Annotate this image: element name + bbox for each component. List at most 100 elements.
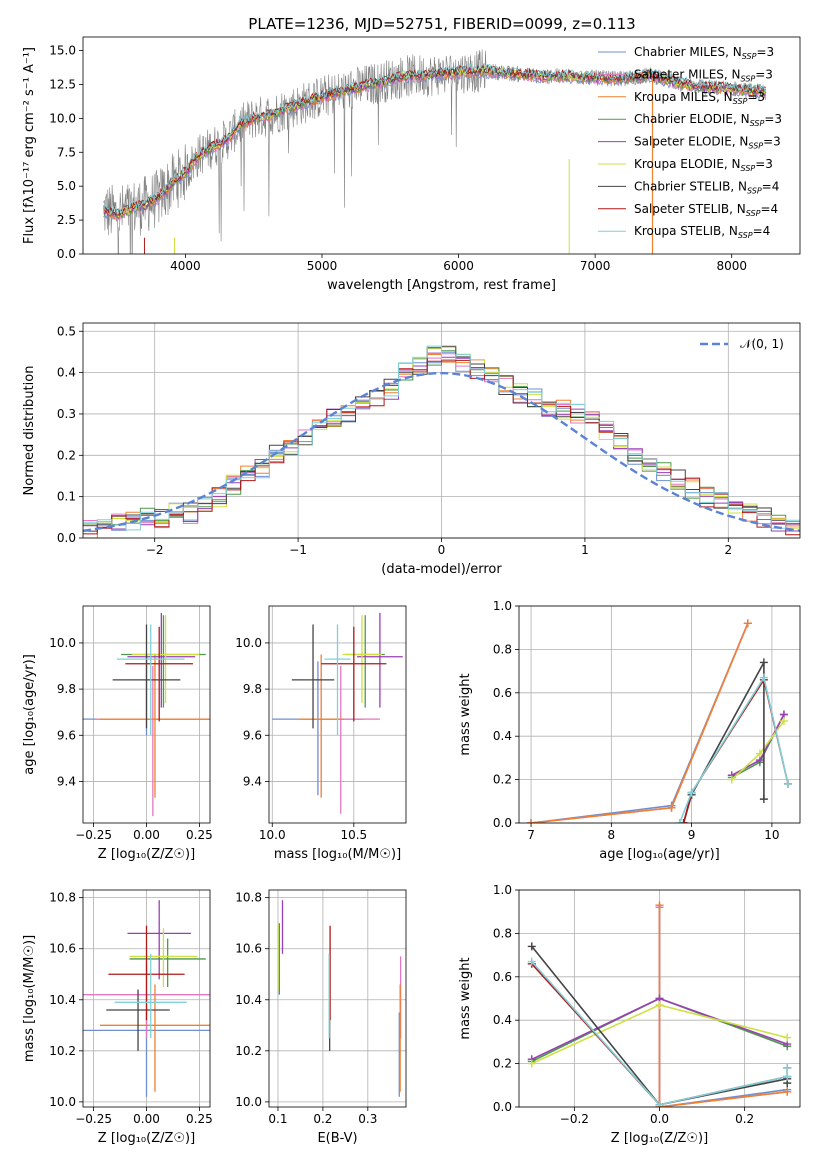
y-axis-label: mass [log₁₀(M/M☉)]: [22, 935, 37, 1062]
normal-curve: [83, 371, 800, 532]
weight-marker: [783, 1072, 792, 1081]
axes-frame: [82, 605, 211, 824]
weight-marker: [783, 1087, 792, 1096]
x-tick-label: 0.25: [186, 828, 213, 842]
x-tick-label: 0.00: [133, 828, 160, 842]
panel-weight_vs_age: 7 8 9 10 0.0 0.2 0.4 0.6 0.8 1.0 age [log₁₀(age/yr…: [458, 599, 801, 862]
weight-marker: [655, 1100, 664, 1107]
panel-weight_vs_Z: −0.2 0.0 0.2 0.0 0.2 0.4 0.6 0.8 1.0 Z [log₁₀(Z/Z…: [458, 883, 801, 1146]
legend-text: Kroupa ELODIE, N: [634, 157, 741, 171]
y-tick-label: 10.8: [49, 891, 76, 905]
x-tick-label: 7: [527, 828, 535, 842]
x-tick-label: 0.1: [268, 1112, 287, 1126]
data-residuals: [83, 345, 800, 538]
legend-tail: =4: [762, 179, 780, 193]
y-tick-label: 0.4: [493, 729, 512, 743]
y-tick-label: 10.0: [49, 111, 76, 125]
x-tick-label: −0.2: [560, 1112, 589, 1126]
x-tick-label: 0: [438, 543, 446, 557]
y-tick-label: 0.0: [57, 247, 76, 261]
weight-marker: [655, 1001, 664, 1010]
legend-sub: SSP: [750, 119, 765, 128]
y-tick-label: 0.4: [57, 366, 76, 380]
legend-sub: SSP: [741, 74, 756, 83]
x-tick-label: 0.2: [735, 1112, 754, 1126]
x-axis-label: age [log₁₀(age/yr)]: [599, 847, 720, 862]
axes-mass_vs_EBV: 0.1 0.2 0.3 10.0 10.2 10.4 10.6 10.8 E(B-V): [235, 889, 407, 1146]
weight-marker: [759, 673, 768, 682]
y-tick-label: 7.5: [57, 145, 76, 159]
x-tick-label: 10.5: [340, 828, 367, 842]
y-tick-label: 12.5: [49, 77, 76, 91]
y-tick-label: 9.4: [243, 774, 262, 788]
weight-marker: [727, 775, 736, 784]
x-tick-label: 5000: [307, 259, 338, 273]
legend-entry: Kroupa MILES, NSSP=3: [634, 90, 765, 106]
x-tick-label: 0.3: [358, 1112, 377, 1126]
x-tick-label: 4000: [170, 259, 201, 273]
y-tick-label: 10.2: [235, 1044, 262, 1058]
axes-weight_vs_age: 7 8 9 10 0.0 0.2 0.4 0.6 0.8 1.0 age [log₁₀(age/yr…: [458, 599, 801, 862]
axes-frame: [82, 889, 211, 1108]
data-mass_vs_Z: [83, 900, 210, 1097]
weight-marker: [687, 788, 696, 797]
x-tick-label: −1: [289, 543, 307, 557]
y-tick-label: 0.3: [57, 407, 76, 421]
weight-marker: [759, 658, 768, 667]
y-tick-label: 0.0: [57, 531, 76, 545]
y-tick-label: 0.5: [57, 324, 76, 338]
y-tick-label: 0.2: [493, 773, 512, 787]
legend-entry: Kroupa STELIB, NSSP=4: [634, 224, 770, 240]
weight-marker: [527, 819, 536, 823]
weight-marker: [759, 795, 768, 804]
weight-marker: [527, 942, 536, 951]
legend-text: Kroupa STELIB, N: [634, 224, 738, 238]
legend-tail: =4: [753, 224, 771, 238]
y-tick-label: 0.0: [493, 816, 512, 830]
x-tick-label: 10.0: [259, 828, 286, 842]
x-axis-label: mass [log₁₀(M/M☉)]: [274, 847, 401, 862]
y-tick-label: 0.2: [493, 1057, 512, 1071]
x-tick-label: 9: [688, 828, 696, 842]
panel-spectrum: 4000 5000 6000 7000 8000 0.0 2.5 5.0 7.5 10.0 12.5…: [22, 36, 801, 293]
weight-marker: [779, 717, 788, 726]
x-axis-label: Z [log₁₀(Z/Z☉)]: [98, 847, 195, 862]
x-axis-label: Z [log₁₀(Z/Z☉)]: [98, 1131, 195, 1146]
panel-mass_vs_EBV: 0.1 0.2 0.3 10.0 10.2 10.4 10.6 10.8 E(B-V): [235, 889, 407, 1146]
legend-tail: =3: [764, 112, 782, 126]
weight-line: [531, 961, 789, 1106]
y-axis-label: mass weight: [458, 673, 473, 755]
y-tick-label: 0.6: [493, 970, 512, 984]
legend-tail: =3: [755, 157, 773, 171]
data-mass_vs_EBV: [277, 900, 402, 1097]
x-tick-label: 1: [581, 543, 589, 557]
legend-sub: SSP: [748, 142, 763, 151]
x-tick-label: 0.00: [133, 1112, 160, 1126]
y-tick-label: 0.0: [493, 1100, 512, 1114]
y-tick-label: 9.4: [57, 774, 76, 788]
data-spectrum: [103, 49, 767, 254]
x-axis-label: Z [log₁₀(Z/Z☉)]: [611, 1131, 708, 1146]
y-axis-label: Normed distribution: [22, 366, 37, 496]
legend-text: Salpeter MILES, N: [634, 67, 741, 81]
y-tick-label: 10.0: [49, 636, 76, 650]
x-tick-label: 0.0: [650, 1112, 669, 1126]
weight-marker: [783, 1063, 792, 1072]
legend-text: Chabrier MILES, N: [634, 45, 742, 59]
axes-residuals: −2 −1 0 1 2 0.0 0.1 0.2 0.3 0.4 0.5 (data-model)/er…: [22, 322, 801, 577]
axes-frame: [268, 605, 407, 824]
panel-age_vs_Z: −0.25 0.00 0.25 9.4 9.6 9.8 10.0 Z [log₁₀(Z/Z☉)…: [22, 605, 213, 862]
model-spectrum: [103, 64, 767, 216]
panel-residuals: −2 −1 0 1 2 0.0 0.1 0.2 0.3 0.4 0.5 (data-model)/er…: [22, 322, 801, 577]
legend-text: Kroupa MILES, N: [634, 90, 733, 104]
y-tick-label: 10.6: [235, 942, 262, 956]
axes-frame: [518, 889, 801, 1108]
legend-entry: Kroupa ELODIE, NSSP=3: [634, 157, 773, 173]
y-axis-label: mass weight: [458, 957, 473, 1039]
y-tick-label: 2.5: [57, 213, 76, 227]
x-tick-label: 8000: [716, 259, 747, 273]
weight-marker: [783, 779, 792, 788]
weight-marker: [783, 1033, 792, 1042]
y-tick-label: 0.4: [493, 1013, 512, 1027]
axes-frame: [82, 322, 801, 539]
